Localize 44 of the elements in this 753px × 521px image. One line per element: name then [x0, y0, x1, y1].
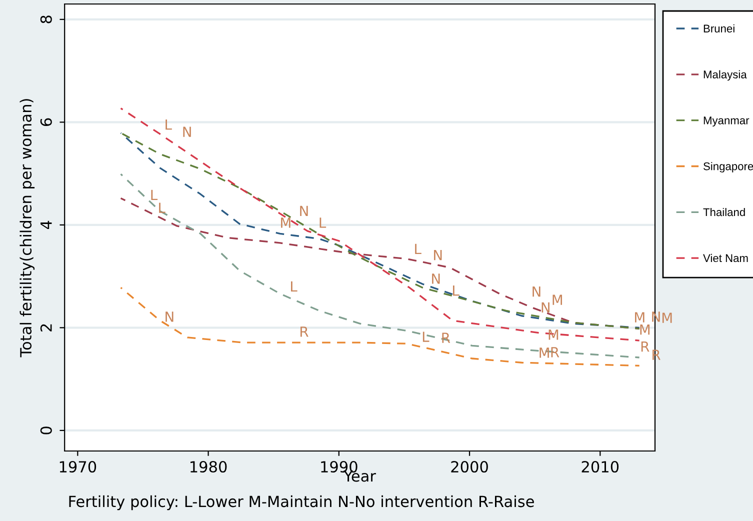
annotation: M	[640, 324, 650, 335]
legend-label: Viet Nam	[703, 254, 748, 262]
annotation: N	[542, 302, 550, 313]
annotation: L	[159, 202, 166, 213]
annotation: R	[641, 341, 650, 352]
legend-label: Malaysia	[704, 70, 747, 81]
x-tick-label: 1990	[321, 460, 358, 473]
annotation: N	[183, 126, 191, 137]
annotation: N	[300, 206, 308, 216]
annotation: L	[291, 281, 298, 292]
annotation: N	[434, 250, 442, 260]
annotation: L	[415, 244, 422, 254]
annotation: L	[166, 120, 172, 130]
annotation: L	[422, 332, 430, 342]
y-tick-label: 2	[40, 324, 52, 332]
annotation: N	[432, 274, 440, 284]
annotation: R	[300, 326, 308, 337]
annotation: M	[662, 312, 672, 323]
annotation: M	[540, 348, 549, 358]
x-tick-label: 2010	[582, 460, 619, 473]
text: Fertility policy: L-Lower M-Maintain N-No intervention R-Raise	[69, 495, 534, 510]
annotation: L	[452, 285, 460, 296]
annotation: M	[281, 218, 290, 228]
y-axis-title: Total fertility(children per woman)	[20, 99, 35, 358]
x-tick-label: 2000	[451, 460, 488, 473]
legend-label: Myanmar	[704, 116, 750, 127]
x-tick-label: 1970	[60, 460, 96, 473]
legend-label: Brunei	[704, 24, 734, 32]
annotation: M	[552, 294, 562, 305]
y-tick-label: 6	[40, 118, 52, 126]
annotation: L	[320, 218, 326, 228]
y-tick-label: 8	[40, 16, 52, 24]
y-tick-label: 0	[40, 426, 52, 434]
annotation: N	[166, 312, 174, 322]
legend-label: Singapore	[704, 162, 753, 172]
annotation: L	[151, 190, 158, 200]
annotation: M	[548, 330, 558, 340]
legend-label: Thailand	[703, 208, 745, 216]
annotation: R	[551, 347, 560, 358]
y-tick-label: 4	[40, 220, 52, 230]
annotation: M	[635, 312, 644, 322]
x-axis-title: Year	[344, 470, 376, 482]
x-tick-label: 1980	[190, 460, 227, 473]
annotation: N	[532, 286, 540, 297]
